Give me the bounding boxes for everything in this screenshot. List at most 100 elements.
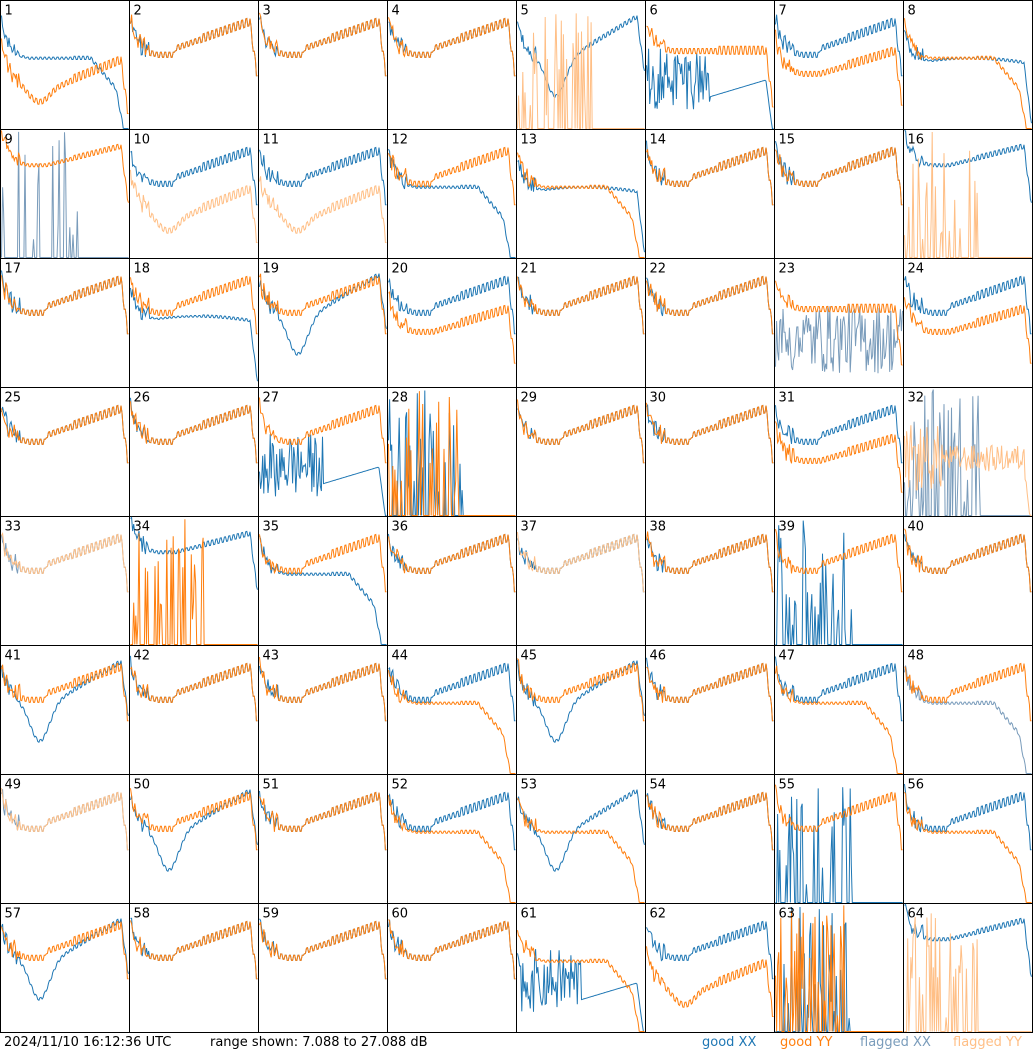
panel-64: 64 bbox=[903, 903, 1033, 1033]
series-yy bbox=[1, 662, 129, 722]
panel-label: 27 bbox=[263, 391, 280, 406]
series-xx bbox=[517, 404, 645, 464]
series-yy bbox=[646, 402, 774, 464]
panel-border bbox=[129, 258, 259, 388]
panel-44: 44 bbox=[387, 645, 517, 775]
series-xx bbox=[1, 15, 129, 129]
series-yy bbox=[904, 425, 1032, 516]
panel-label: 44 bbox=[392, 649, 409, 664]
series-xx bbox=[646, 404, 774, 464]
series-yy bbox=[904, 131, 1032, 258]
panel-11: 11 bbox=[258, 129, 388, 259]
series-yy bbox=[517, 152, 645, 258]
panel-29: 29 bbox=[516, 387, 646, 517]
panel-border bbox=[516, 774, 646, 904]
panel-label: 28 bbox=[392, 391, 409, 406]
panel-border bbox=[129, 774, 259, 904]
series-xx bbox=[130, 146, 258, 206]
series-xx bbox=[517, 159, 645, 253]
panel-12: 12 bbox=[387, 129, 517, 259]
panel-63: 63 bbox=[774, 903, 904, 1033]
panel-border bbox=[645, 387, 775, 517]
panel-10: 10 bbox=[129, 129, 259, 259]
series-yy bbox=[1, 130, 129, 203]
series-yy bbox=[517, 13, 645, 129]
panel-17: 17 bbox=[0, 258, 130, 388]
series-yy bbox=[130, 920, 258, 980]
series-yy bbox=[259, 791, 387, 851]
panel-border bbox=[0, 903, 130, 1033]
series-yy bbox=[1, 404, 129, 464]
panel-13: 13 bbox=[516, 129, 646, 259]
series-yy bbox=[775, 528, 903, 593]
panel-label: 33 bbox=[5, 520, 22, 535]
panel-35: 35 bbox=[258, 516, 388, 646]
series-yy bbox=[646, 662, 774, 722]
series-yy bbox=[259, 657, 387, 722]
series-xx bbox=[904, 389, 1032, 516]
panel-15: 15 bbox=[774, 129, 904, 259]
panel-border bbox=[258, 645, 388, 775]
series-yy bbox=[388, 919, 516, 980]
panel-27: 27 bbox=[258, 387, 388, 517]
series-xx bbox=[259, 434, 387, 516]
series-yy bbox=[388, 533, 516, 593]
panel-32: 32 bbox=[903, 387, 1033, 517]
panel-58: 58 bbox=[129, 903, 259, 1033]
panel-label: 40 bbox=[908, 520, 925, 535]
panel-label: 50 bbox=[134, 778, 151, 793]
series-yy bbox=[517, 658, 645, 722]
series-xx bbox=[1, 533, 129, 593]
panel-label: 23 bbox=[779, 262, 796, 277]
panel-37: 37 bbox=[516, 516, 646, 646]
series-yy bbox=[130, 519, 258, 645]
series-yy bbox=[775, 421, 903, 493]
series-xx bbox=[775, 787, 903, 903]
panel-label: 52 bbox=[392, 778, 409, 793]
legend-flagged-xx: flagged XX bbox=[860, 1035, 931, 1050]
panel-33: 33 bbox=[0, 516, 130, 646]
panel-border bbox=[774, 129, 904, 259]
series-yy bbox=[904, 528, 1032, 593]
panel-label: 21 bbox=[521, 262, 538, 277]
series-yy bbox=[517, 532, 645, 593]
panel-20: 20 bbox=[387, 258, 517, 388]
panel-22: 22 bbox=[645, 258, 775, 388]
panel-label: 15 bbox=[779, 133, 796, 148]
panel-4: 4 bbox=[387, 0, 517, 130]
series-xx bbox=[1, 918, 129, 1002]
panel-border bbox=[258, 774, 388, 904]
series-xx bbox=[1, 404, 129, 464]
series-yy bbox=[259, 176, 387, 243]
panel-5: 5 bbox=[516, 0, 646, 130]
series-yy bbox=[388, 391, 516, 516]
panel-border bbox=[903, 516, 1033, 646]
series-yy bbox=[259, 273, 387, 335]
series-yy bbox=[388, 146, 516, 206]
panel-53: 53 bbox=[516, 774, 646, 904]
series-xx bbox=[388, 791, 516, 851]
panel-label: 2 bbox=[134, 4, 142, 19]
series-xx bbox=[517, 659, 645, 744]
series-xx bbox=[517, 533, 645, 593]
panel-57: 57 bbox=[0, 903, 130, 1033]
panel-24: 24 bbox=[903, 258, 1033, 388]
panel-label: 1 bbox=[5, 4, 13, 19]
series-yy bbox=[646, 531, 774, 593]
panel-46: 46 bbox=[645, 645, 775, 775]
series-xx bbox=[517, 789, 645, 873]
panel-25: 25 bbox=[0, 387, 130, 517]
panel-14: 14 bbox=[645, 129, 775, 259]
panel-border bbox=[645, 645, 775, 775]
panel-label: 16 bbox=[908, 133, 925, 148]
series-yy bbox=[904, 297, 1032, 364]
panel-45: 45 bbox=[516, 645, 646, 775]
panel-label: 26 bbox=[134, 391, 151, 406]
panel-42: 42 bbox=[129, 645, 259, 775]
panel-56: 56 bbox=[903, 774, 1033, 904]
panel-border bbox=[903, 258, 1033, 388]
series-yy bbox=[517, 275, 645, 335]
panel-label: 62 bbox=[650, 907, 667, 922]
panel-label: 8 bbox=[908, 4, 916, 19]
panel-18: 18 bbox=[129, 258, 259, 388]
